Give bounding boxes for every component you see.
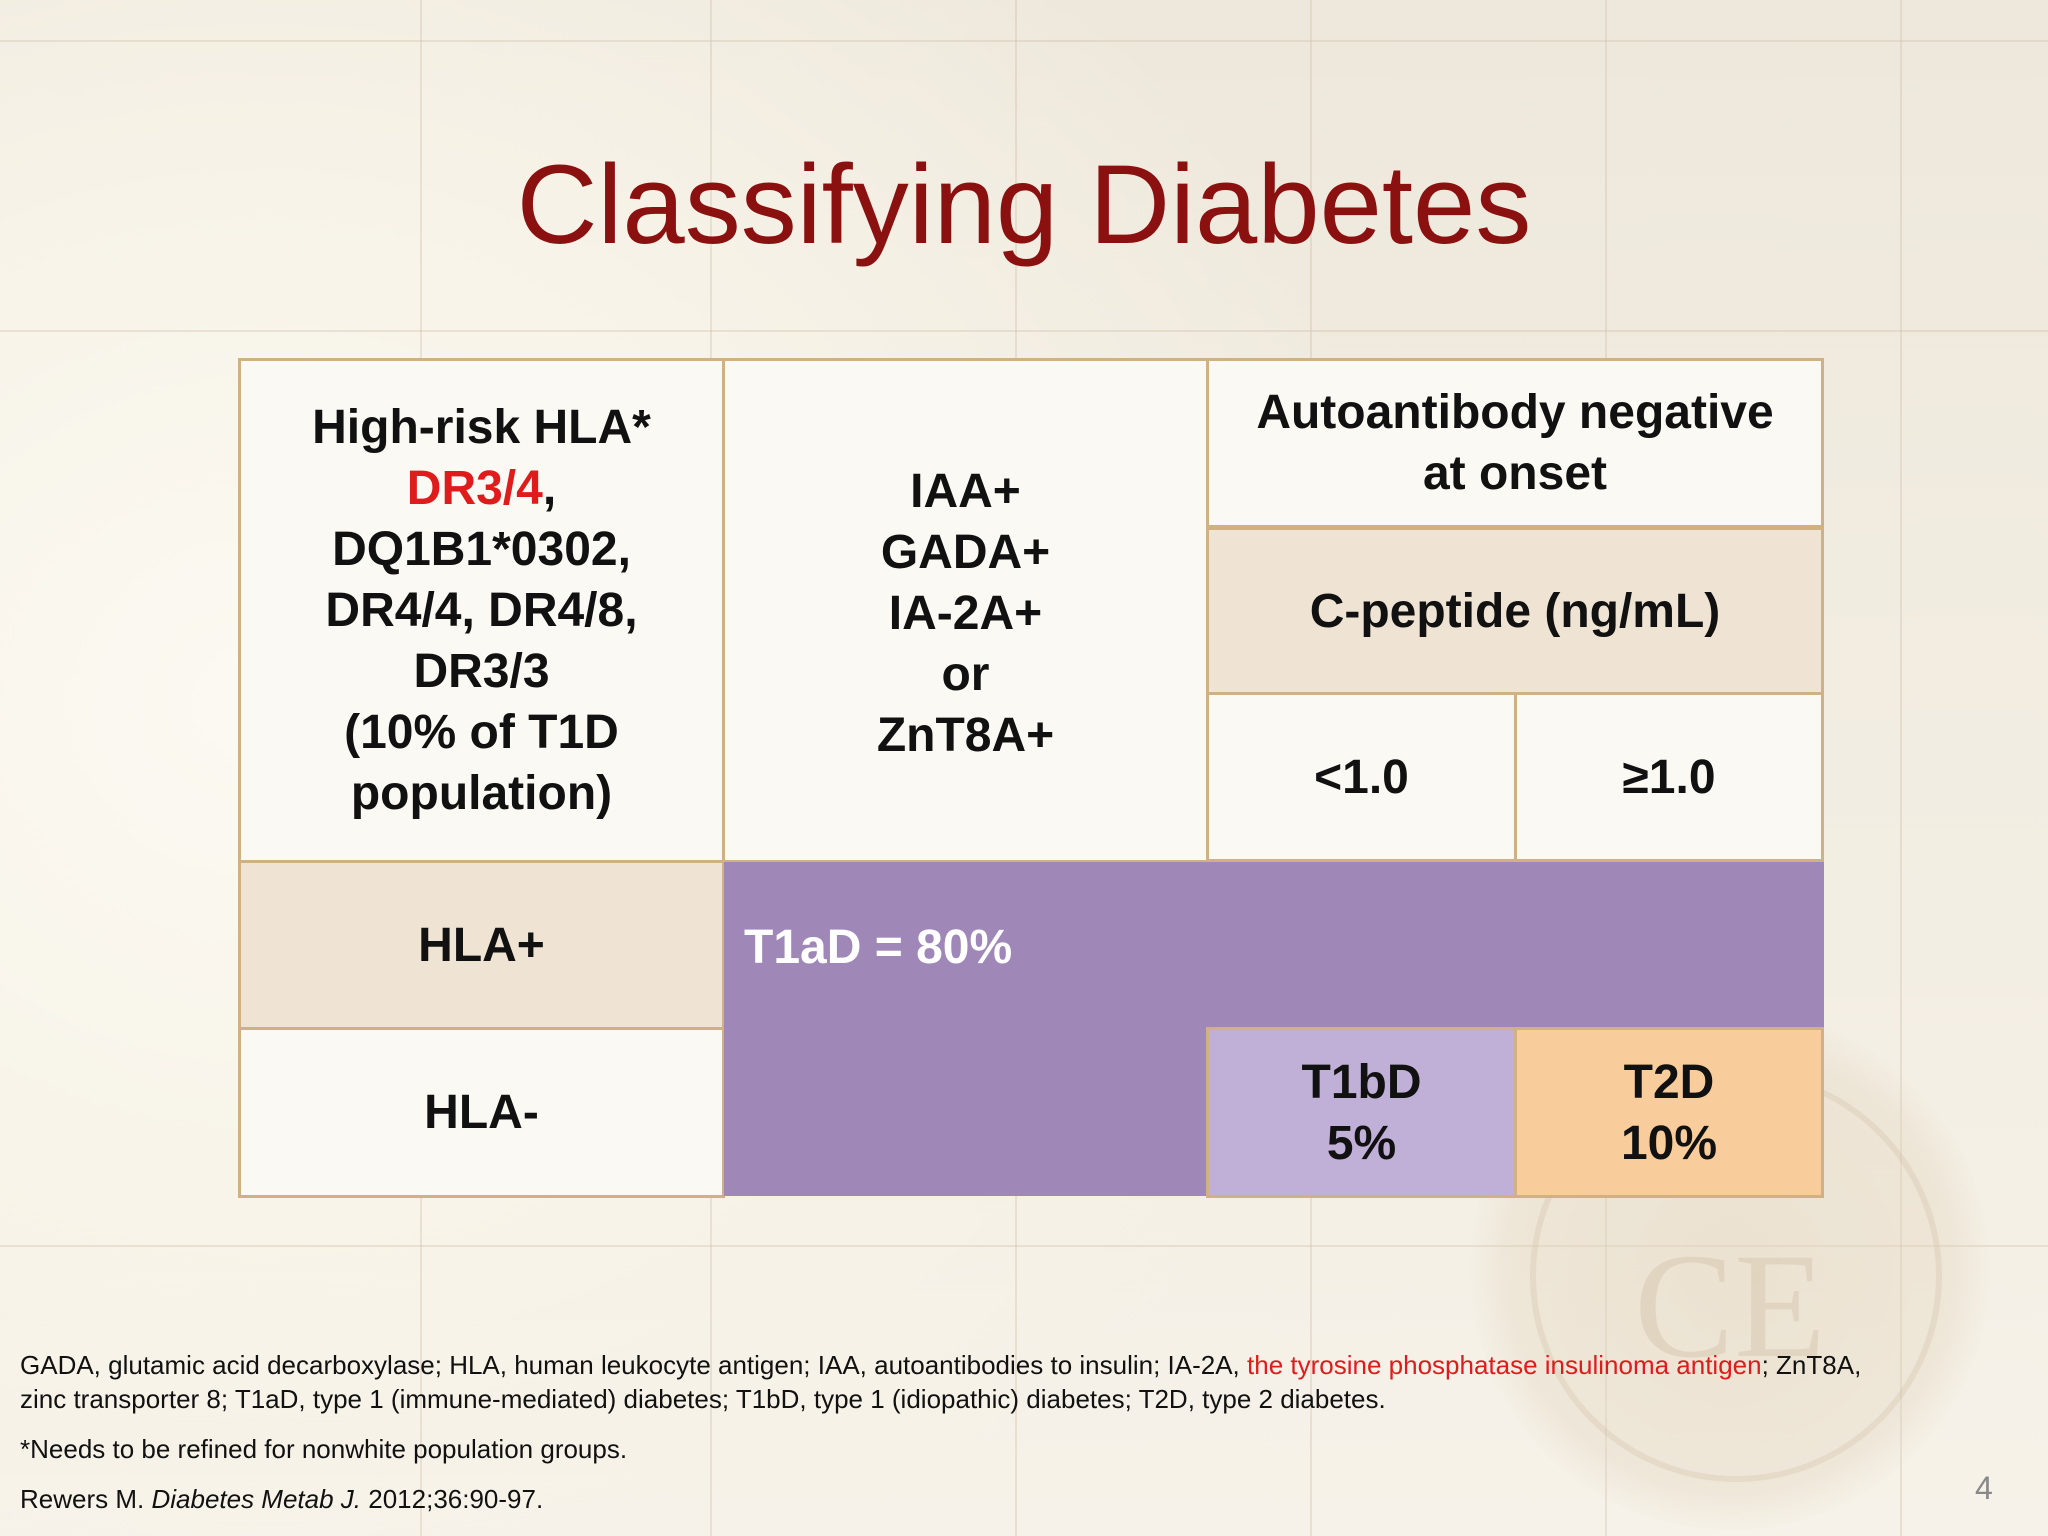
hla-header-line: DR3/4, bbox=[312, 458, 651, 519]
t1bd-percent: 5% bbox=[1326, 1116, 1397, 1170]
background-grid-line bbox=[0, 40, 2048, 42]
t1bd-text: T1bD 5% bbox=[1302, 1052, 1422, 1174]
cpeptide-header: C-peptide (ng/mL) bbox=[1206, 525, 1824, 695]
antibody-line: GADA+ bbox=[880, 526, 1051, 579]
hla-negative-row-label: HLA- bbox=[238, 1027, 725, 1198]
autoantibody-negative-text: Autoantibody negative at onset bbox=[1256, 382, 1773, 504]
footnotes: GADA, glutamic acid decarboxylase; HLA, … bbox=[20, 1348, 1880, 1516]
hla-header-line: DR4/4, DR4/8, bbox=[325, 584, 638, 637]
antibody-line: or bbox=[941, 648, 990, 701]
t1ad-label: T1aD = 80% bbox=[744, 921, 1013, 974]
t1bd-name: T1bD bbox=[1301, 1055, 1422, 1109]
background-grid-line bbox=[1900, 0, 1902, 1536]
abbrev-text: GADA, glutamic acid decarboxylase; HLA, … bbox=[20, 1350, 1248, 1380]
hla-header-cell: High-risk HLA* DR3/4, DQ1B1*0302, DR4/4,… bbox=[238, 358, 725, 863]
cpeptide-high-text: ≥1.0 bbox=[1622, 750, 1716, 804]
refine-note: *Needs to be refined for nonwhite popula… bbox=[20, 1434, 628, 1464]
reference: Rewers M. Diabetes Metab J. 2012;36:90-9… bbox=[20, 1482, 1880, 1516]
t2d-name: T2D bbox=[1623, 1055, 1715, 1109]
cpeptide-low-text: <1.0 bbox=[1314, 750, 1409, 804]
antibody-line: IA-2A+ bbox=[888, 587, 1043, 640]
negative-header-line: at onset bbox=[1422, 447, 1607, 500]
t2d-cell: T2D 10% bbox=[1514, 1027, 1824, 1198]
hla-comma: , bbox=[542, 462, 557, 515]
abbreviations-note: GADA, glutamic acid decarboxylase; HLA, … bbox=[20, 1348, 1880, 1416]
reference-details: 2012;36:90-97. bbox=[361, 1484, 544, 1514]
t2d-text: T2D 10% bbox=[1621, 1052, 1717, 1174]
hla-header-line: High-risk HLA* bbox=[312, 401, 651, 454]
t1bd-cell: T1bD 5% bbox=[1206, 1027, 1517, 1198]
hla-header-line: population) bbox=[350, 767, 613, 820]
background-grid-line bbox=[0, 330, 2048, 332]
hla-header-text: High-risk HLA* DR3/4, DQ1B1*0302, DR4/4,… bbox=[312, 397, 651, 824]
seal-letters: CE bbox=[1634, 1223, 1826, 1389]
cpeptide-low-cell: <1.0 bbox=[1206, 692, 1517, 862]
hla-negative-text: HLA- bbox=[424, 1086, 539, 1139]
antibody-header-cell: IAA+ GADA+ IA-2A+ or ZnT8A+ bbox=[722, 358, 1209, 863]
t2d-percent: 10% bbox=[1620, 1116, 1718, 1170]
page-number: 4 bbox=[1975, 1470, 1993, 1506]
hla-header-line: DQ1B1*0302, bbox=[332, 523, 631, 576]
dr34-highlight: DR3/4 bbox=[406, 462, 543, 515]
hla-positive-text: HLA+ bbox=[418, 918, 545, 972]
slide-title: Classifying Diabetes bbox=[516, 142, 1532, 267]
cpeptide-high-cell: ≥1.0 bbox=[1514, 692, 1824, 862]
reference-author: Rewers M. bbox=[20, 1484, 152, 1514]
hla-header-line: (10% of T1D bbox=[344, 706, 619, 759]
background-grid-line bbox=[0, 1245, 2048, 1247]
negative-header-line: Autoantibody negative bbox=[1256, 386, 1774, 439]
antibody-line: ZnT8A+ bbox=[876, 709, 1055, 762]
autoantibody-negative-header: Autoantibody negative at onset bbox=[1206, 358, 1824, 528]
cpeptide-header-text: C-peptide (ng/mL) bbox=[1309, 584, 1721, 638]
abbrev-text: ; ZnT8A, zinc transporter 8; T1aD, type … bbox=[20, 1350, 1862, 1414]
antibody-header-text: IAA+ GADA+ IA-2A+ or ZnT8A+ bbox=[877, 461, 1054, 766]
abbrev-highlight: the tyrosine phosphatase insulinoma anti… bbox=[1247, 1350, 1762, 1380]
reference-journal: Diabetes Metab J. bbox=[151, 1484, 362, 1514]
antibody-line: IAA+ bbox=[910, 465, 1021, 518]
hla-positive-row-label: HLA+ bbox=[238, 860, 725, 1030]
hla-header-line: DR3/3 bbox=[413, 645, 550, 698]
